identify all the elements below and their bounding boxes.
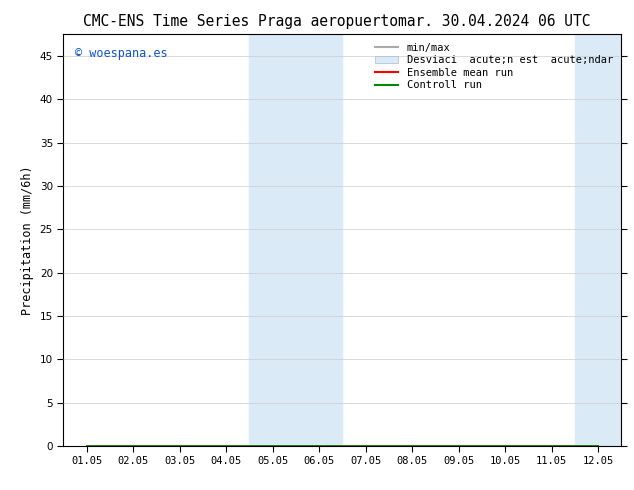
Y-axis label: Precipitation (mm/6h): Precipitation (mm/6h) <box>21 165 34 315</box>
Text: © woespana.es: © woespana.es <box>75 47 167 60</box>
Bar <box>575 34 634 446</box>
Text: CMC-ENS Time Series Praga aeropuerto: CMC-ENS Time Series Praga aeropuerto <box>84 14 398 29</box>
Legend: min/max, Desviaci  acute;n est  acute;ndar, Ensemble mean run, Controll run: min/max, Desviaci acute;n est acute;ndar… <box>372 40 616 94</box>
Text: mar. 30.04.2024 06 UTC: mar. 30.04.2024 06 UTC <box>398 14 591 29</box>
Bar <box>249 34 342 446</box>
